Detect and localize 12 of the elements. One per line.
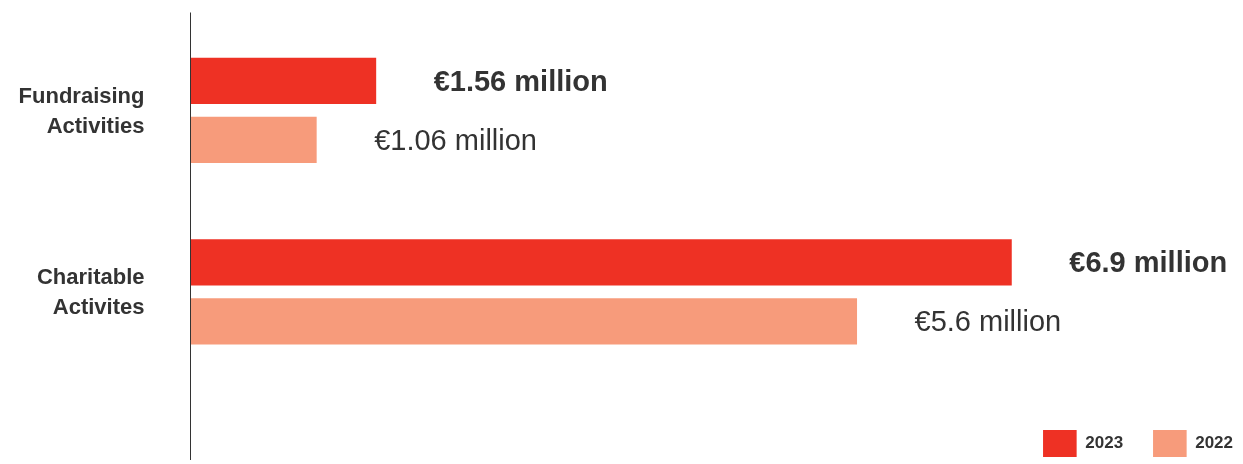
data-label: €1.56 million (433, 64, 608, 97)
bar (190, 298, 858, 345)
bar (190, 116, 317, 164)
bar (190, 57, 377, 105)
data-label: €5.6 million (914, 305, 1062, 338)
bar (190, 239, 1012, 286)
y-tick-label: Charitable Activites (36, 264, 145, 320)
legend-label: 2022 (1195, 433, 1233, 453)
data-label: €6.9 million (1069, 246, 1228, 279)
legend-label: 2023 (1085, 433, 1124, 453)
y-tick-label: Fundraising Activities (18, 82, 145, 138)
data-label: €1.06 million (374, 123, 537, 156)
